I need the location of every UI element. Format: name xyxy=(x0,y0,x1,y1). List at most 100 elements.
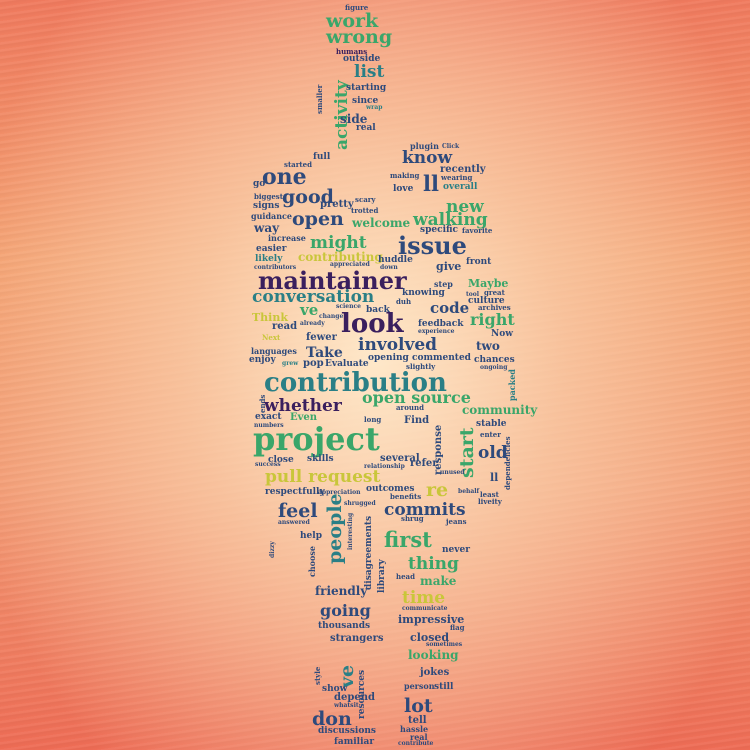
cloud-word: whether xyxy=(264,396,342,416)
cloud-word: several xyxy=(380,453,420,464)
cloud-word: strangers xyxy=(330,633,384,644)
cloud-word: open source xyxy=(362,388,471,407)
cloud-word: make xyxy=(420,574,457,588)
cloud-word: side xyxy=(340,112,368,126)
cloud-word: code xyxy=(430,299,470,317)
cloud-word: smaller xyxy=(315,85,324,115)
cloud-word: impressive xyxy=(398,613,465,626)
cloud-word: walking xyxy=(413,210,488,230)
cloud-word: signs xyxy=(253,201,280,211)
cloud-word: pretty xyxy=(320,199,354,210)
cloud-word: still xyxy=(434,682,454,692)
cloud-word: liveity xyxy=(478,497,502,506)
cloud-word: easier xyxy=(256,244,287,254)
cloud-word: back xyxy=(366,305,390,315)
cloud-word: dizzy xyxy=(269,541,276,558)
cloud-word: community xyxy=(462,403,538,417)
cloud-word: chances xyxy=(474,355,515,365)
cloud-word: change xyxy=(319,313,344,320)
cloud-word: maintainer xyxy=(258,266,407,295)
cloud-word: Click xyxy=(442,143,460,150)
cloud-word: Even xyxy=(290,412,318,423)
cloud-word: ve xyxy=(300,301,319,319)
cloud-word: duh xyxy=(396,297,412,306)
cloud-word: contributing xyxy=(298,250,383,264)
cloud-word: contribution xyxy=(264,368,447,398)
cloud-word: wrap xyxy=(366,104,383,111)
cloud-word: science xyxy=(336,303,361,310)
cloud-word: old xyxy=(478,443,508,463)
cloud-word: flag xyxy=(450,623,465,632)
cloud-word: hassle xyxy=(400,724,429,734)
cloud-word: never xyxy=(442,545,470,555)
cloud-word: tell xyxy=(408,715,427,726)
cloud-word: Evaluate xyxy=(325,359,369,369)
cloud-word: outside xyxy=(343,54,381,64)
cloud-word: slightly xyxy=(406,362,436,371)
cloud-word: first xyxy=(384,527,432,552)
cloud-word: front xyxy=(466,257,492,267)
cloud-word: contributors xyxy=(254,264,297,271)
cloud-word: figure xyxy=(345,3,369,12)
cloud-word: already xyxy=(300,320,325,327)
cloud-word: starting xyxy=(346,83,387,93)
cloud-word: way xyxy=(254,221,280,235)
cloud-word: closed xyxy=(410,631,450,644)
cloud-word: jokes xyxy=(420,667,450,678)
cloud-word: welcome xyxy=(352,216,411,230)
cloud-word: feel xyxy=(278,500,318,522)
cloud-word: Take xyxy=(306,345,343,361)
cloud-word: fewer xyxy=(306,332,337,343)
cloud-word: outcomes xyxy=(366,484,415,494)
cloud-word: started xyxy=(284,160,312,169)
cloud-word: humans xyxy=(336,47,368,56)
cloud-word: enter xyxy=(480,430,501,439)
cloud-word: wearing xyxy=(441,173,473,182)
cloud-word: thousands xyxy=(318,621,371,631)
cloud-word: friendly xyxy=(315,584,368,598)
cloud-word: refer xyxy=(410,458,438,469)
cloud-word: feedback xyxy=(418,319,464,329)
cloud-word: respectfully xyxy=(265,487,325,497)
cloud-word: style xyxy=(313,666,322,685)
cloud-word: ll xyxy=(490,471,499,484)
cloud-word: trotted xyxy=(351,206,379,215)
cloud-word: might xyxy=(310,233,367,253)
cloud-word: since xyxy=(352,96,379,106)
cloud-word: favorite xyxy=(462,226,493,235)
cloud-word: library xyxy=(377,559,387,593)
cloud-word: work xyxy=(326,10,379,32)
cloud-word: shrug xyxy=(401,514,424,523)
cloud-word: Maybe xyxy=(468,277,509,290)
cloud-word: least xyxy=(480,490,499,499)
cloud-word: around xyxy=(396,403,424,412)
cloud-word: pull request xyxy=(265,467,381,487)
cloud-word: don xyxy=(312,708,352,730)
cloud-word: tool xyxy=(466,291,480,298)
cloud-word: contribute xyxy=(398,740,434,747)
cloud-word: commits xyxy=(384,500,466,520)
cloud-word: good xyxy=(282,186,334,208)
cloud-word: Now xyxy=(491,329,513,339)
cloud-word: real xyxy=(410,732,428,742)
cloud-word: Think xyxy=(252,311,288,324)
cloud-word: appreciated xyxy=(330,261,370,268)
cloud-word: lot xyxy=(404,695,433,717)
cloud-word: one xyxy=(262,164,307,190)
cloud-word: re xyxy=(426,479,449,501)
cloud-word: likely xyxy=(255,254,283,264)
cloud-word: help xyxy=(300,531,322,541)
cloud-word: choose xyxy=(307,545,317,577)
cloud-word: read xyxy=(272,321,298,332)
cloud-word: shrugged xyxy=(344,500,376,507)
cloud-word: experience xyxy=(418,328,455,335)
cloud-word: stable xyxy=(476,419,507,429)
cloud-word: biggest xyxy=(254,192,283,201)
cloud-word: jeans xyxy=(446,517,467,526)
cloud-word: ongoing xyxy=(480,364,508,371)
cloud-word: appreciation xyxy=(318,489,361,496)
cloud-word: making xyxy=(390,171,420,180)
cloud-word: commented xyxy=(412,353,471,363)
cloud-word: issue xyxy=(398,231,467,260)
